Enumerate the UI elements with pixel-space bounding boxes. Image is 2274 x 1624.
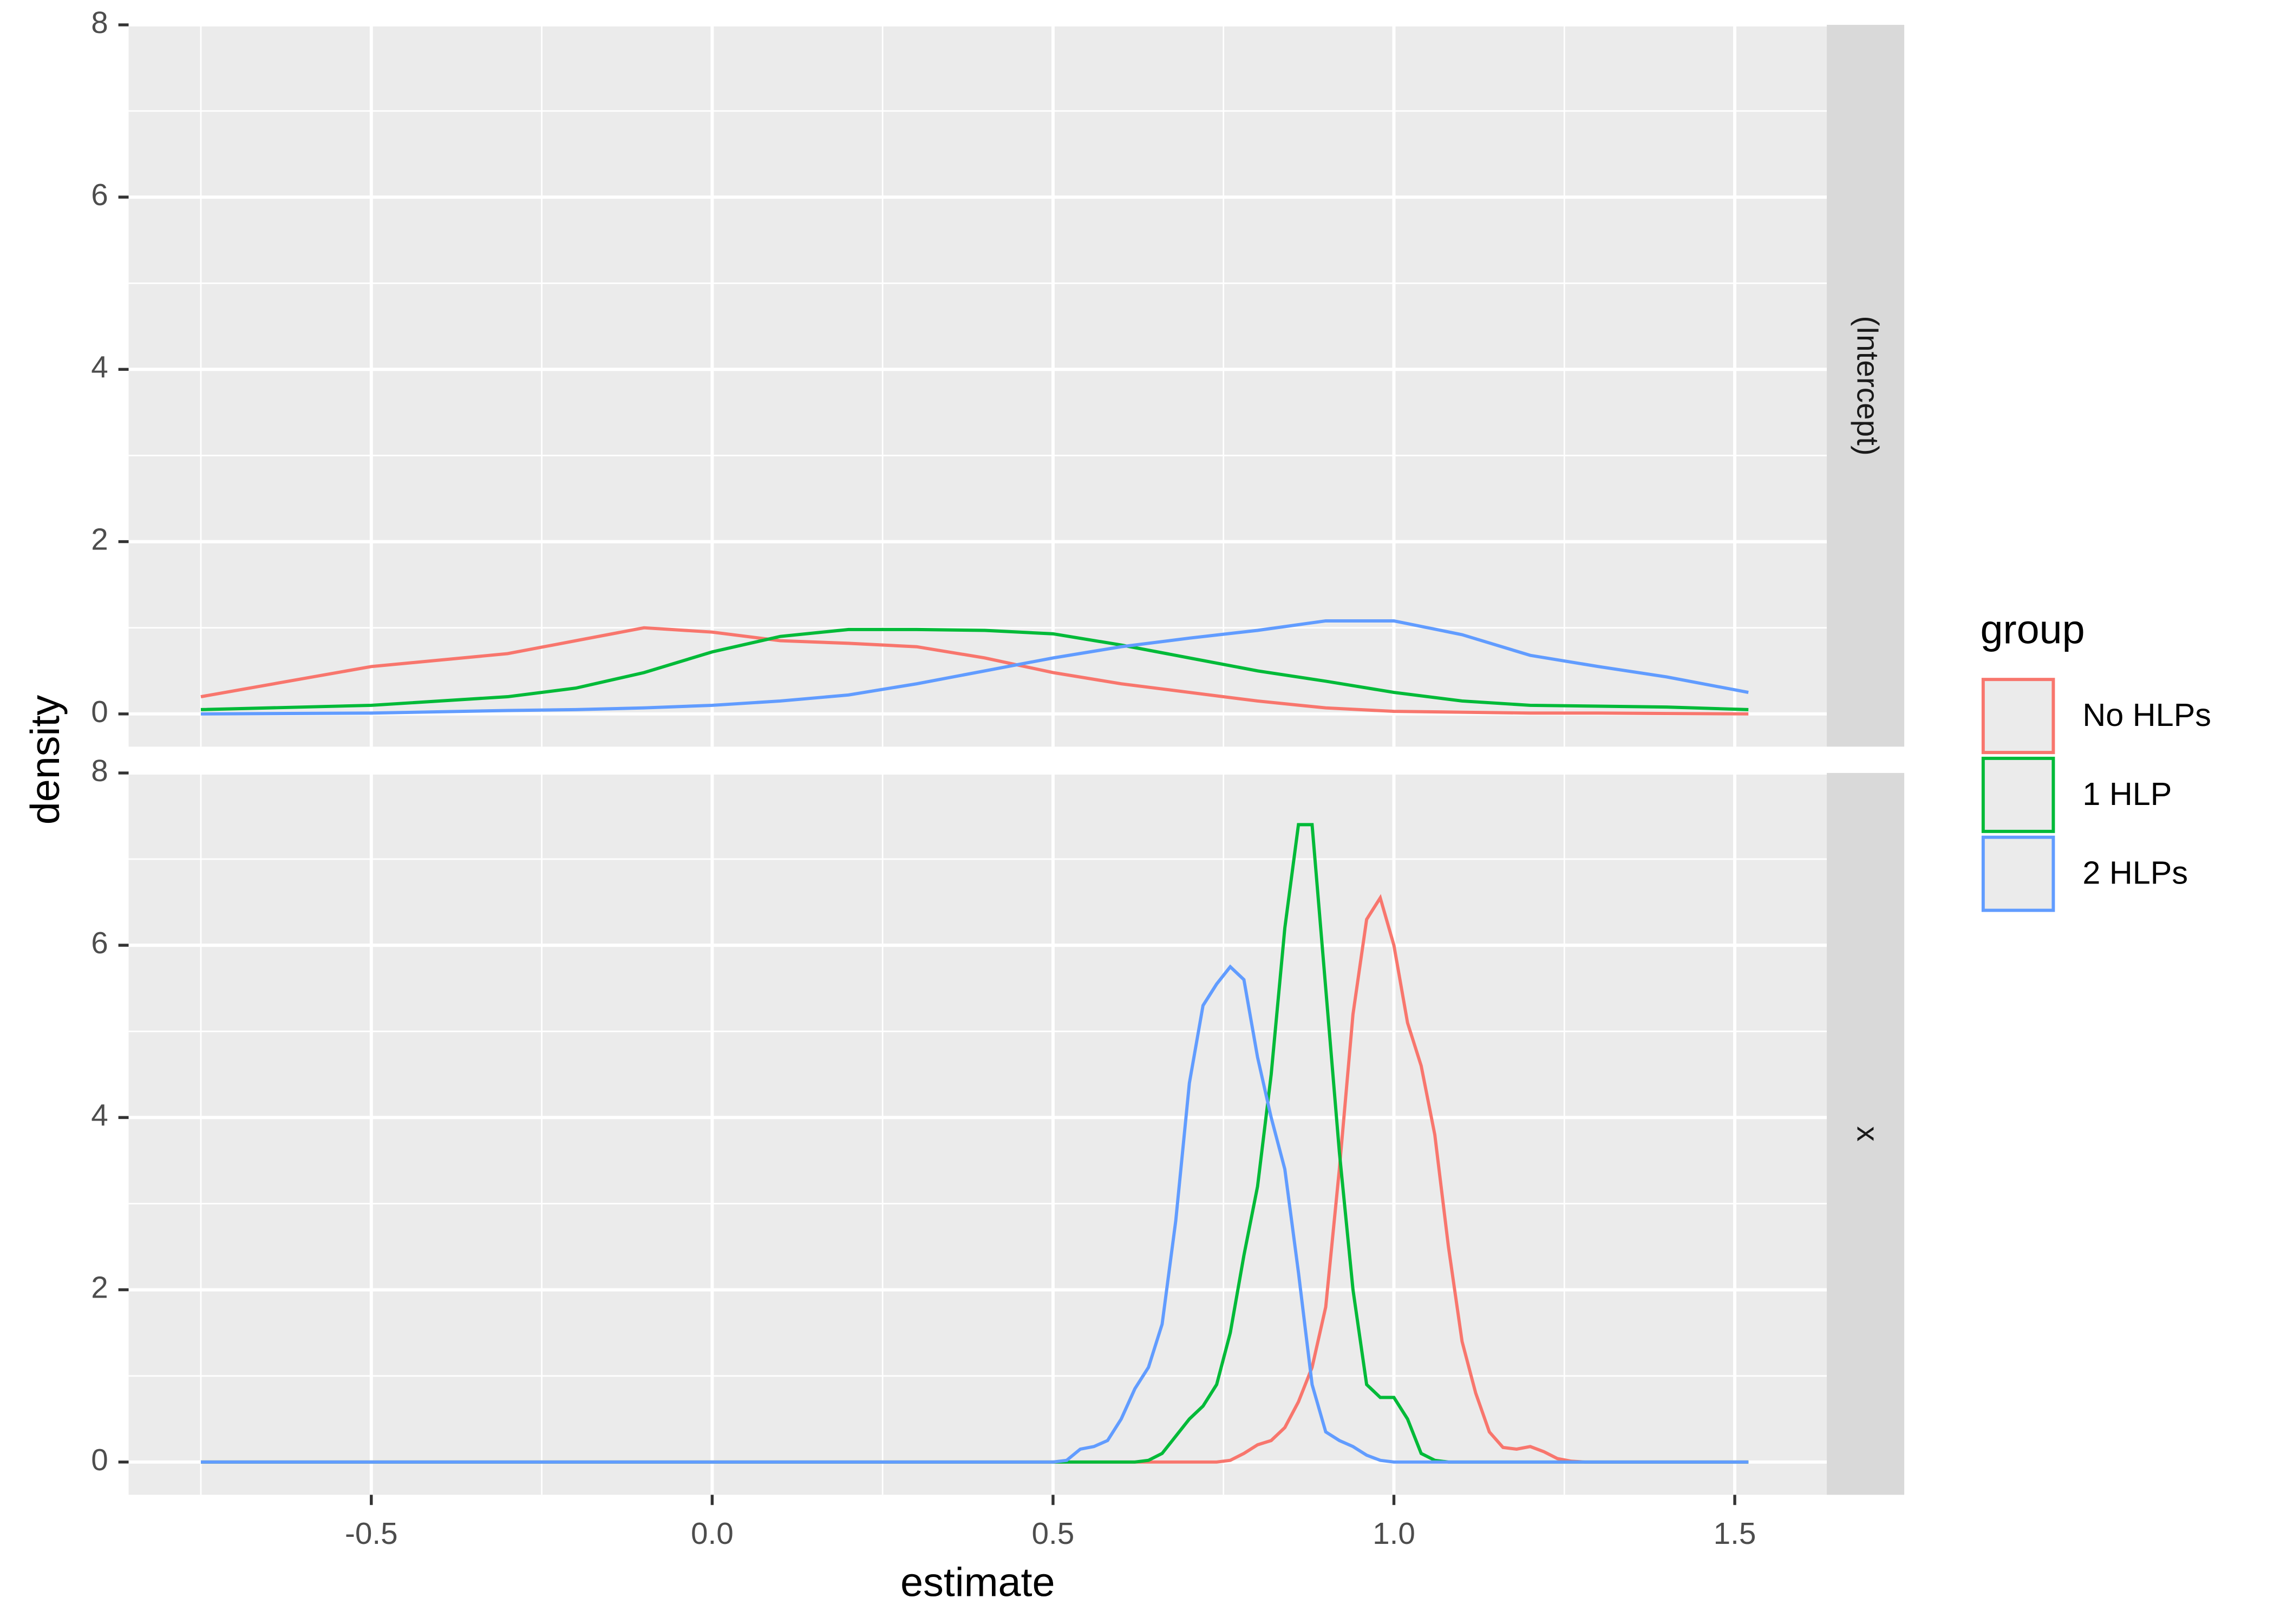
density-line xyxy=(201,964,1749,1464)
y-tick-label: 4 xyxy=(91,1098,108,1132)
legend-key xyxy=(1981,756,2055,833)
panel-background xyxy=(128,24,1827,747)
facet-strip xyxy=(1827,24,1905,747)
x-axis-title: estimate xyxy=(900,1560,1055,1606)
y-tick-label: 6 xyxy=(91,926,108,960)
y-tick-label: 8 xyxy=(91,754,108,788)
x-tick-label: 1.0 xyxy=(1373,1517,1415,1551)
x-tick-label: 1.5 xyxy=(1714,1517,1756,1551)
legend-key xyxy=(1981,835,2055,912)
facet-strip xyxy=(1827,772,1905,1495)
y-tick-label: 6 xyxy=(91,178,108,212)
legend-label: 2 HLPs xyxy=(2082,855,2188,891)
density-line xyxy=(200,619,1749,716)
y-tick-label: 0 xyxy=(91,695,108,729)
legend-label: 1 HLP xyxy=(2082,776,2172,812)
y-tick-label: 8 xyxy=(91,6,108,40)
legend-key xyxy=(1981,678,2055,755)
y-tick-label: 2 xyxy=(91,1271,108,1305)
density-line xyxy=(200,626,1749,716)
panel-background xyxy=(128,772,1827,1495)
legend-title: group xyxy=(1980,607,2084,653)
density-line xyxy=(200,627,1749,711)
x-tick-label: 0.5 xyxy=(1032,1517,1075,1551)
x-tick-label: -0.5 xyxy=(345,1517,398,1551)
facet-label: (Intercept) xyxy=(1851,316,1885,455)
facet-label: x xyxy=(1851,1126,1885,1141)
x-tick-label: 0.0 xyxy=(691,1517,734,1551)
y-tick-label: 4 xyxy=(91,350,108,384)
y-tick-label: 0 xyxy=(91,1443,108,1477)
y-tick-label: 2 xyxy=(91,523,108,557)
legend-label: No HLPs xyxy=(2082,697,2211,733)
y-axis-title: density xyxy=(23,695,68,825)
